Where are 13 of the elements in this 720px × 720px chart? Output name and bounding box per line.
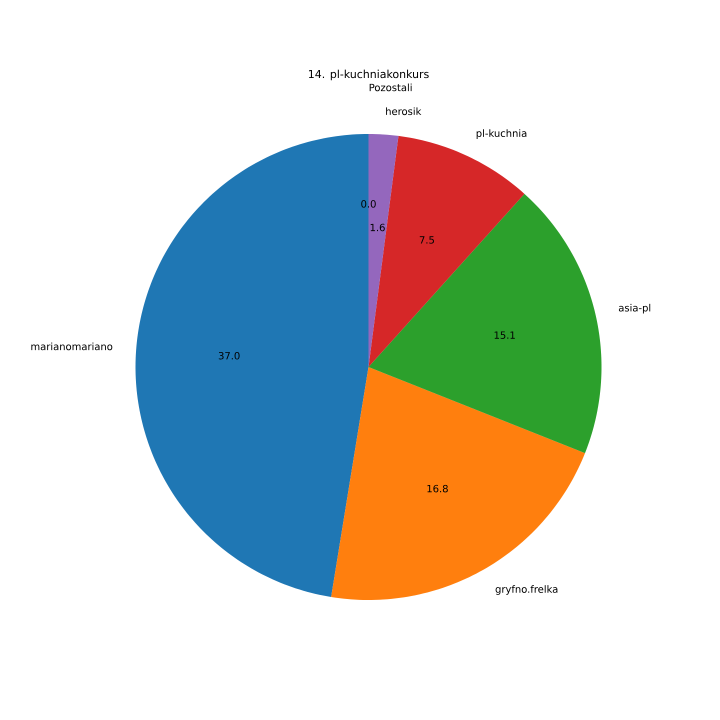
slice-label: asia-pl (618, 304, 650, 314)
data-label: 37.0 (218, 352, 240, 360)
slice-label: marianomariano (31, 342, 112, 350)
text: 0.0 (361, 200, 376, 208)
slice-label: herosik (386, 107, 422, 116)
slice-label: pl-kuchnia (476, 129, 526, 139)
data-label: 7.5 (420, 236, 434, 244)
data-label: 15.1 (494, 331, 515, 339)
chart-title: 14. pl-kuchniakonkurs (308, 70, 429, 80)
data-label: 16.8 (427, 484, 448, 492)
category-label: Pozostali (370, 84, 412, 92)
data-label: 1.6 (370, 224, 385, 232)
slice-label: gryfno.frelka (496, 585, 558, 595)
